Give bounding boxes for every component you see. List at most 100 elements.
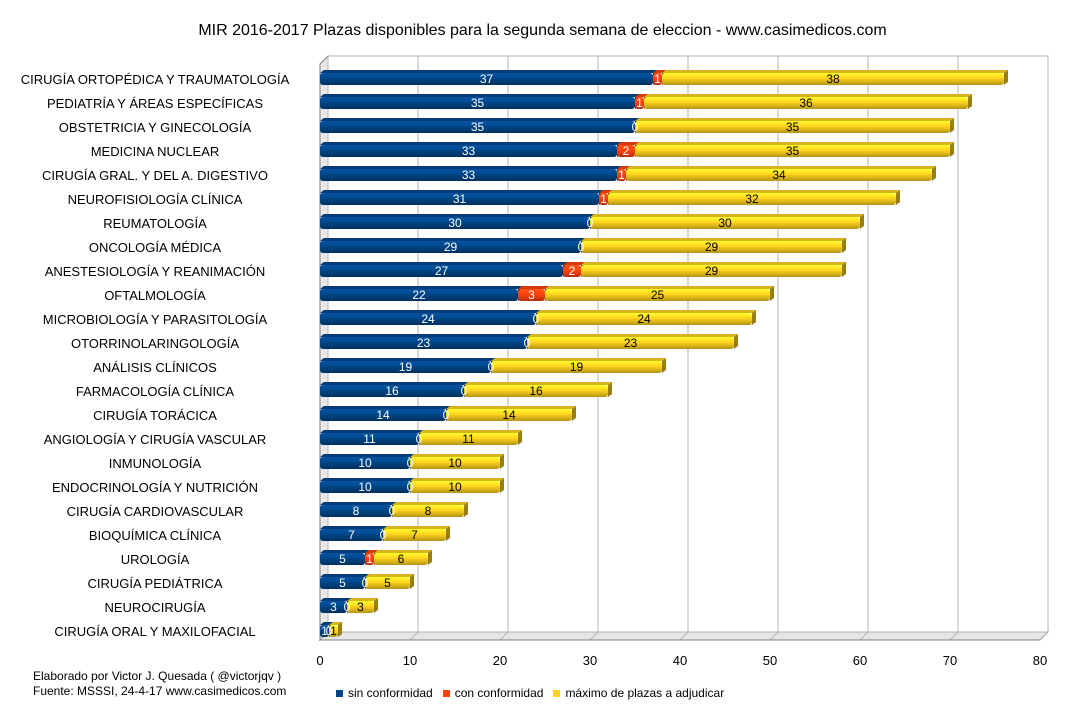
value-label-sin-4: 33 [462, 168, 476, 182]
value-label-con-23: 0 [326, 624, 333, 638]
value-label-max-18: 8 [425, 504, 432, 518]
value-label-max-9: 25 [651, 288, 665, 302]
bar-max-12 [491, 358, 666, 373]
category-label-8: ANESTESIOLOGÍA Y REANIMACIÓN [45, 264, 266, 279]
x-tick-label-8: 80 [1033, 653, 1047, 668]
bar-max-23 [329, 622, 342, 637]
gridline-floor-5 [769, 631, 779, 641]
value-label-con-8: 2 [569, 264, 576, 278]
value-label-con-13: 0 [461, 384, 468, 398]
value-label-con-19: 0 [380, 528, 387, 542]
value-label-max-12: 19 [570, 360, 584, 374]
gridline-floor-6 [859, 631, 869, 641]
value-label-max-5: 32 [745, 192, 759, 206]
value-label-max-15: 11 [462, 432, 475, 446]
bar-sin-4 [320, 166, 621, 181]
bar-sin-1 [320, 94, 639, 109]
bar-sin-11 [320, 334, 531, 349]
x-tick-label-1: 10 [403, 653, 417, 668]
x-tick-label-0: 0 [316, 653, 323, 668]
bar-sin-2 [320, 118, 639, 133]
bar-sin-10 [320, 310, 540, 325]
gridline-floor-2 [499, 631, 509, 641]
legend-swatch-max [553, 689, 561, 697]
x-tick-label-5: 50 [763, 653, 777, 668]
category-label-22: NEUROCIRUGÍA [104, 600, 205, 615]
value-label-max-7: 29 [705, 240, 719, 254]
value-label-sin-0: 37 [480, 72, 494, 86]
bar-max-8 [581, 262, 846, 277]
bar-max-0 [662, 70, 1008, 85]
value-label-con-20: 1 [366, 552, 373, 566]
value-label-con-7: 0 [578, 240, 585, 254]
value-label-sin-16: 10 [358, 456, 372, 470]
value-label-max-13: 16 [529, 384, 543, 398]
category-label-6: REUMATOLOGÍA [103, 216, 207, 231]
value-label-con-15: 0 [416, 432, 423, 446]
legend-item-con: con conformidad [442, 686, 543, 700]
value-label-max-1: 36 [799, 96, 813, 110]
value-label-sin-18: 8 [353, 504, 360, 518]
bar-max-2 [635, 118, 954, 133]
category-label-21: CIRUGÍA PEDIÁTRICA [87, 576, 222, 591]
bar-max-1 [644, 94, 972, 109]
value-label-sin-6: 30 [448, 216, 462, 230]
gridline-floor-7 [949, 631, 959, 641]
category-label-16: INMUNOLOGÍA [109, 456, 202, 471]
value-label-con-12: 0 [488, 360, 495, 374]
bar-max-18 [392, 502, 468, 517]
legend-item-sin: sin conformidad [336, 686, 433, 700]
value-label-max-10: 24 [637, 312, 651, 326]
value-label-sin-15: 11 [363, 432, 376, 446]
x-tick-label-6: 60 [853, 653, 867, 668]
bar-sin-12 [320, 358, 495, 373]
value-label-sin-17: 10 [358, 480, 372, 494]
value-label-con-0: 1 [654, 72, 661, 86]
value-label-sin-11: 23 [417, 336, 431, 350]
category-label-5: NEUROFISIOLOGÍA CLÍNICA [68, 192, 243, 207]
category-label-1: PEDIATRÍA Y ÁREAS ESPECÍFICAS [47, 96, 263, 111]
gridline-floor-1 [409, 631, 419, 641]
bar-sin-16 [320, 454, 414, 469]
category-label-19: BIOQUÍMICA CLÍNICA [89, 528, 222, 543]
credit-line-1: Elaborado por Victor J. Quesada ( @victo… [33, 669, 282, 683]
value-label-sin-10: 24 [421, 312, 435, 326]
category-label-11: OTORRINOLARINGOLOGÍA [71, 336, 239, 351]
gridline-floor-8 [1039, 631, 1049, 641]
bar-max-11 [527, 334, 738, 349]
bar-max-7 [581, 238, 846, 253]
chart-title: MIR 2016-2017 Plazas disponibles para la… [198, 22, 887, 39]
value-label-sin-20: 5 [339, 552, 346, 566]
value-label-con-11: 0 [524, 336, 531, 350]
value-label-con-2: 0 [632, 120, 639, 134]
bar-max-14 [446, 406, 576, 421]
value-label-sin-12: 19 [399, 360, 413, 374]
x-tick-label-2: 20 [493, 653, 507, 668]
value-label-sin-23: 1 [321, 624, 328, 638]
value-label-sin-13: 16 [385, 384, 399, 398]
bar-max-16 [410, 454, 504, 469]
bar-max-20 [374, 550, 432, 565]
category-label-3: MEDICINA NUCLEAR [91, 144, 220, 159]
category-label-14: CIRUGÍA TORÁCICA [93, 408, 217, 423]
value-label-max-6: 30 [718, 216, 732, 230]
category-label-2: OBSTETRICIA Y GINECOLOGÍA [59, 120, 252, 135]
value-label-con-16: 0 [407, 456, 414, 470]
x-tick-label-3: 30 [583, 653, 597, 668]
value-label-sin-9: 22 [412, 288, 426, 302]
value-label-max-23: 1 [330, 624, 337, 638]
category-label-4: CIRUGÍA GRAL. Y DEL A. DIGESTIVO [42, 168, 268, 183]
bar-max-4 [626, 166, 936, 181]
credit: Elaborado por Victor J. Quesada ( @victo… [33, 669, 286, 699]
bar-max-6 [590, 214, 864, 229]
category-label-0: CIRUGÍA ORTOPÉDICA Y TRAUMATOLOGÍA [21, 72, 290, 87]
category-label-15: ANGIOLOGÍA Y CIRUGÍA VASCULAR [44, 432, 267, 447]
bar-max-19 [383, 526, 450, 541]
value-label-con-3: 2 [623, 144, 630, 158]
value-label-con-17: 0 [407, 480, 414, 494]
value-label-con-4: 1 [618, 168, 625, 182]
gridline-floor-3 [589, 631, 599, 641]
value-label-max-17: 10 [448, 480, 462, 494]
